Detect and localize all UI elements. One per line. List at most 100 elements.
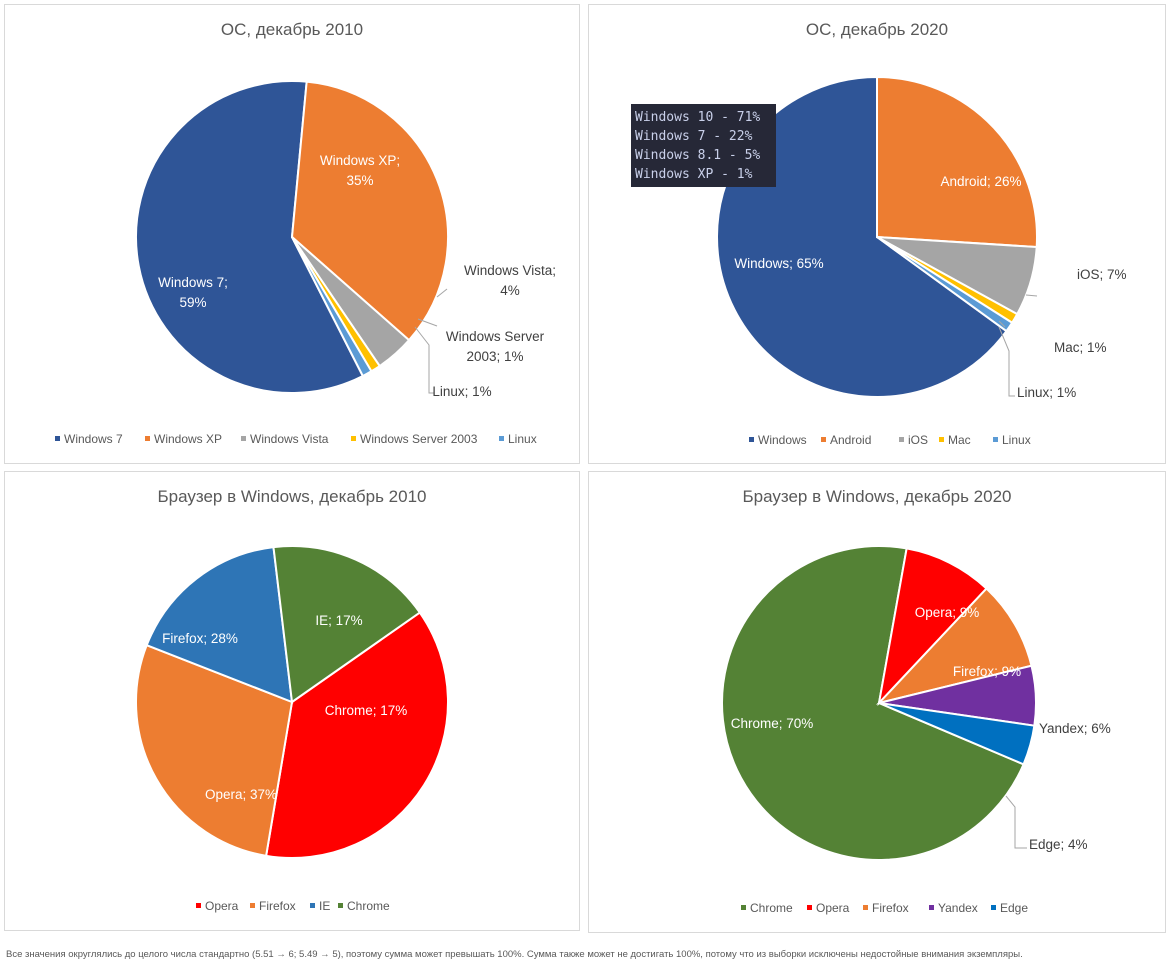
legend-label: Windows Server 2003	[360, 432, 478, 446]
legend-item-ios: iOS	[899, 433, 928, 447]
data-label-firefox: Firefox; 28%	[162, 631, 238, 646]
leader-line	[1025, 294, 1038, 297]
chart-panel-browser-2020: Браузер в Windows, декабрь 2020 Chrome; 7…	[588, 471, 1166, 933]
legend-label: iOS	[908, 433, 928, 447]
legend-label: Firefox	[872, 901, 909, 915]
legend-swatch	[145, 436, 150, 441]
legend-swatch	[310, 903, 315, 908]
chart-title: ОС, декабрь 2010	[221, 20, 363, 39]
pie-slice-chrome	[272, 545, 422, 704]
legend-label: Windows 7	[64, 432, 123, 446]
legend-item-edge: Edge	[991, 901, 1028, 915]
data-label-windows-server-2003: Windows Server 2003; 1%	[446, 329, 545, 364]
pie-slice-chrome	[721, 545, 1025, 861]
legend-label: Linux	[1002, 433, 1031, 447]
legend-label: IE	[319, 899, 330, 913]
legend-label: Firefox	[259, 899, 296, 913]
legend-label: Opera	[816, 901, 850, 915]
legend-swatch	[993, 437, 998, 442]
leader-line	[414, 326, 434, 394]
legend-item-firefox: Firefox	[863, 901, 909, 915]
data-label-edge: Edge; 4%	[1029, 837, 1088, 852]
leader-line	[998, 326, 1015, 397]
legend-swatch	[241, 436, 246, 441]
data-label-firefox: Firefox; 9%	[953, 664, 1021, 679]
legend-swatch	[351, 436, 356, 441]
chart-title: Браузер в Windows, декабрь 2010	[157, 487, 426, 506]
legend-item-mac: Mac	[939, 433, 971, 447]
legend-swatch	[929, 905, 934, 910]
pie-slice-android	[876, 75, 1038, 249]
pie-slice-edge	[878, 702, 1036, 766]
legend-label: Mac	[948, 433, 971, 447]
leader-line	[436, 288, 448, 298]
data-label-linux: Linux; 1%	[432, 384, 491, 399]
leader-line	[417, 318, 438, 327]
data-label-mac: Mac; 1%	[1054, 340, 1107, 355]
chart-panel-os-2020: ОС, декабрь 2020 Windows; 65% Android; 26%…	[588, 4, 1166, 464]
data-label-windows-vista: Windows Vista; 4%	[464, 263, 556, 298]
tooltip-line: Windows 8.1 - 5%	[635, 148, 761, 163]
legend-label: Edge	[1000, 901, 1028, 915]
legend-item-yandex: Yandex	[929, 901, 978, 915]
tooltip-line: Windows XP - 1%	[635, 167, 753, 182]
legend-item-opera: Opera	[807, 901, 850, 915]
pie-slice-opera	[877, 547, 988, 707]
legend-swatch	[821, 437, 826, 442]
chart-title: ОС, декабрь 2020	[806, 20, 948, 39]
pie-chart-2: ОС, декабрь 2020 Windows; 65% Android; 26%…	[716, 20, 1127, 447]
legend-label: Linux	[508, 432, 537, 446]
legend-label: Windows	[758, 433, 807, 447]
data-label-linux: Linux; 1%	[1017, 385, 1076, 400]
legend-item-windows: Windows	[749, 433, 807, 447]
legend-label: Chrome	[347, 899, 390, 913]
legend-label: Chrome	[750, 901, 793, 915]
data-label-ios: iOS; 7%	[1077, 267, 1127, 282]
pie-slice-ie	[145, 545, 294, 704]
data-label-opera: Opera; 37%	[205, 787, 277, 802]
chart-panel-os-2010: ОС, декабрь 2010 Windows 7; 59% Windows XP;…	[4, 4, 580, 464]
legend-swatch	[250, 903, 255, 908]
legend-item-android: Android	[821, 433, 871, 447]
legend-label: Windows XP	[154, 432, 222, 446]
legend-item-chrome: Chrome	[338, 899, 390, 913]
legend-swatch	[741, 905, 746, 910]
tooltip-line: Windows 7 - 22%	[635, 129, 753, 144]
legend-swatch	[899, 437, 904, 442]
leader-line	[1005, 795, 1027, 849]
legend-item-linux: Linux	[499, 432, 537, 446]
legend-item-firefox: Firefox	[250, 899, 296, 913]
legend-swatch	[863, 905, 868, 910]
chart-title: Браузер в Windows, декабрь 2020	[742, 487, 1011, 506]
legend-swatch	[196, 903, 201, 908]
pie-chart-3: Браузер в Windows, декабрь 2010 Opera; 37…	[135, 487, 449, 913]
legend-item-windows-server-2003: Windows Server 2003	[351, 432, 478, 446]
legend-label: Android	[830, 433, 871, 447]
legend-item-chrome: Chrome	[741, 901, 793, 915]
data-label-yandex: Yandex; 6%	[1039, 721, 1111, 736]
pie-chart-4: Браузер в Windows, декабрь 2020 Chrome; 7…	[721, 487, 1111, 915]
pie-slice-linux	[876, 236, 1014, 333]
pie-slice-windows-7	[135, 80, 365, 394]
legend-swatch	[338, 903, 343, 908]
legend-swatch	[939, 437, 944, 442]
legend-item-windows-vista: Windows Vista	[241, 432, 329, 446]
data-label-windows: Windows; 65%	[734, 256, 823, 271]
data-label-windows-xp: Windows XP; 35%	[320, 153, 400, 188]
legend-swatch	[807, 905, 812, 910]
legend-item-linux: Linux	[993, 433, 1031, 447]
legend-label: Windows Vista	[250, 432, 329, 446]
legend-item-ie: IE	[310, 899, 330, 913]
data-label-opera: Opera; 9%	[915, 605, 980, 620]
chart-panel-browser-2010: Браузер в Windows, декабрь 2010 Opera; 37…	[4, 471, 580, 931]
legend-swatch	[499, 436, 504, 441]
data-label-chrome: Chrome; 70%	[731, 716, 814, 731]
tooltip-line: Windows 10 - 71%	[635, 110, 761, 125]
footnote: Все значения округлялись до целого числа…	[6, 949, 1023, 960]
legend-item-windows-7: Windows 7	[55, 432, 123, 446]
pie-slice-firefox	[135, 643, 294, 857]
data-label-android: Android; 26%	[940, 174, 1021, 189]
legend-item-windows-xp: Windows XP	[145, 432, 222, 446]
pie-slice-linux	[291, 236, 373, 378]
legend-swatch	[749, 437, 754, 442]
